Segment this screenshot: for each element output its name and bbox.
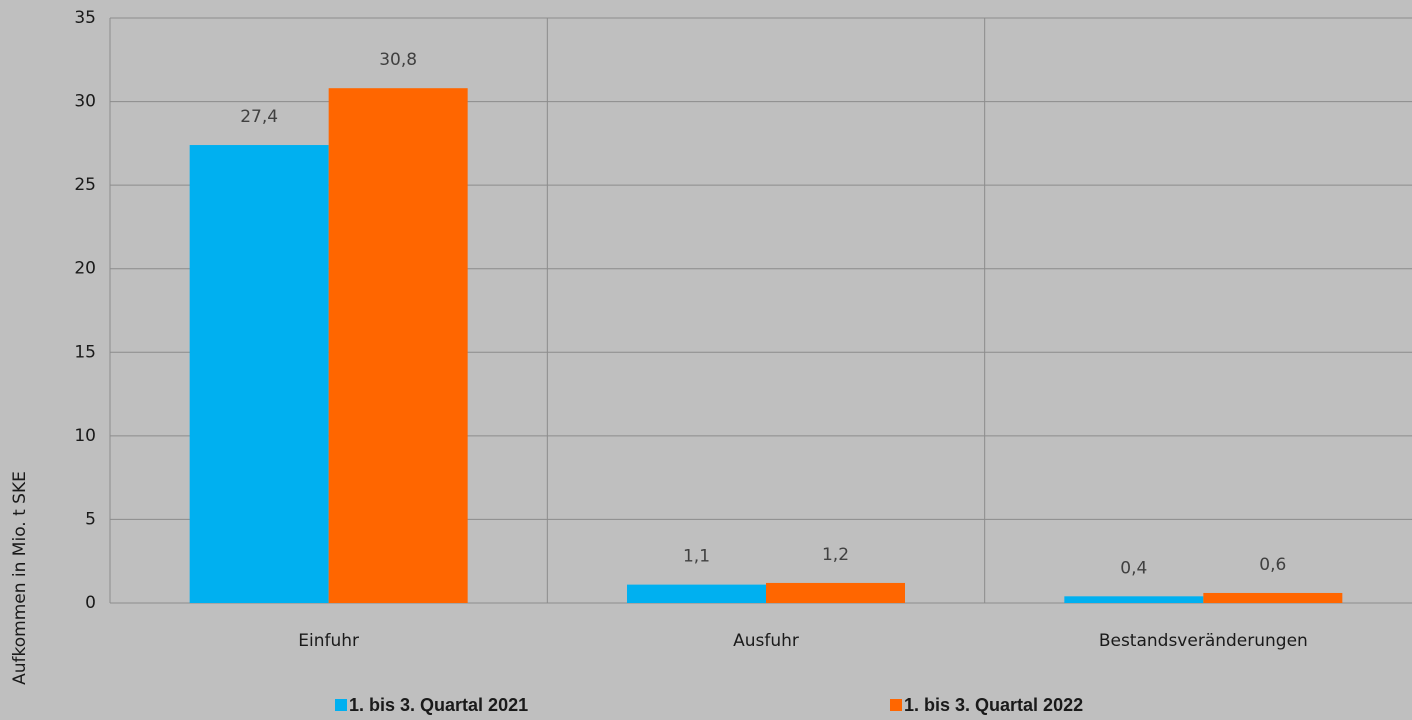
x-tick-label: Ausfuhr — [733, 631, 799, 651]
bar — [189, 145, 329, 603]
legend-swatch — [335, 699, 347, 711]
y-tick-label: 25 — [74, 175, 96, 195]
x-tick-label: Bestandsveränderungen — [1099, 631, 1308, 651]
y-axis-label: Aufkommen in Mio. t SKE — [10, 471, 30, 685]
value-label: 30,8 — [379, 50, 417, 70]
bar — [766, 582, 905, 603]
y-tick-label: 20 — [74, 259, 96, 279]
value-label: 1,1 — [683, 547, 710, 567]
bar — [328, 88, 468, 603]
x-tick-label: Einfuhr — [298, 631, 359, 651]
value-label: 1,2 — [822, 545, 849, 565]
y-tick-label: 30 — [74, 92, 96, 112]
bar — [627, 584, 766, 603]
y-tick-label: 0 — [85, 593, 96, 613]
y-tick-label: 35 — [74, 8, 96, 28]
bar — [1203, 592, 1343, 603]
y-tick-label: 5 — [85, 509, 96, 529]
legend-label: 1. bis 3. Quartal 2021 — [349, 695, 528, 715]
legend-swatch — [890, 699, 902, 711]
value-label: 0,6 — [1259, 555, 1286, 575]
y-tick-label: 10 — [74, 426, 96, 446]
legend-label: 1. bis 3. Quartal 2022 — [904, 695, 1083, 715]
bar — [1064, 596, 1204, 603]
value-label: 0,4 — [1120, 558, 1147, 578]
y-tick-label: 15 — [74, 342, 96, 362]
value-label: 27,4 — [240, 107, 278, 127]
